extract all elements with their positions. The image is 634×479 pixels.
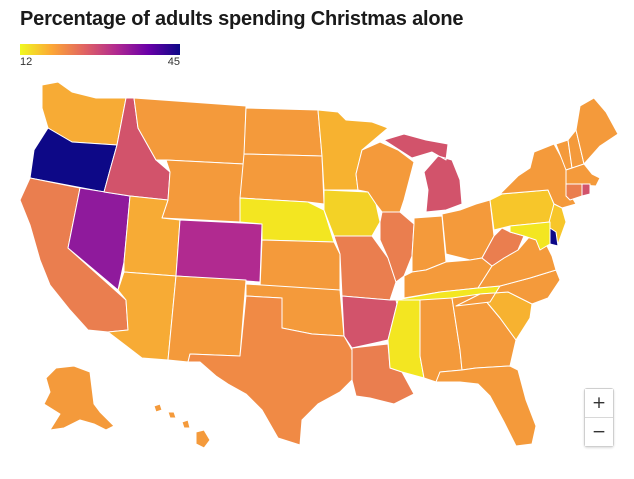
state-AK[interactable] <box>43 365 115 431</box>
zoom-divider <box>585 417 613 418</box>
legend-gradient <box>20 44 180 55</box>
state-KS[interactable] <box>259 239 341 291</box>
state-CO[interactable] <box>175 219 263 283</box>
state-ME[interactable] <box>575 97 619 165</box>
legend-max-label: 45 <box>167 56 180 68</box>
state-MO[interactable] <box>333 235 397 301</box>
state-CT[interactable] <box>565 183 583 201</box>
page-title: Percentage of adults spending Christmas … <box>20 8 464 30</box>
state-NM[interactable] <box>167 275 247 363</box>
state-TX[interactable] <box>187 295 353 446</box>
zoom-control: + − <box>584 388 614 447</box>
state-FL[interactable] <box>435 365 537 447</box>
zoom-out-button[interactable]: − <box>585 418 613 446</box>
zoom-in-button[interactable]: + <box>585 389 613 417</box>
state-IL[interactable] <box>379 211 415 283</box>
state-ND[interactable] <box>243 107 323 157</box>
state-MI[interactable] <box>383 133 463 213</box>
state-MD[interactable] <box>509 221 551 251</box>
state-HI[interactable] <box>153 403 211 449</box>
state-SD[interactable] <box>239 153 325 205</box>
legend-min-label: 12 <box>20 56 33 68</box>
color-legend: 12 45 <box>20 44 180 70</box>
state-WY[interactable] <box>161 159 245 223</box>
state-RI[interactable] <box>581 183 591 197</box>
